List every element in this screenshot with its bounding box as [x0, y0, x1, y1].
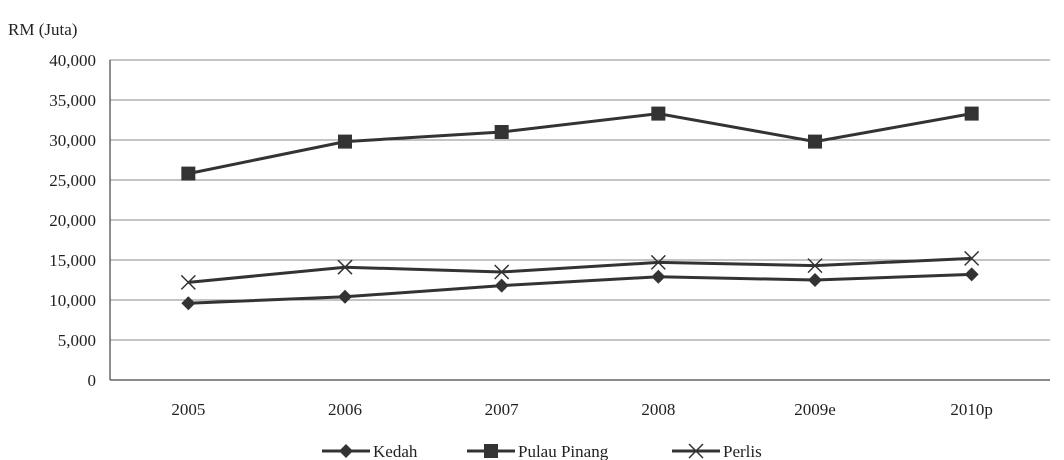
series-lines — [180, 106, 980, 311]
y-tick-label: 30,000 — [49, 131, 96, 150]
y-tick-label: 5,000 — [58, 331, 96, 350]
y-axis-title: RM (Juta) — [8, 20, 77, 39]
series-line-pulau-pinang — [188, 112, 972, 176]
grid-lines — [110, 59, 1050, 341]
series-line-kedah — [188, 272, 972, 305]
data-point-perlis — [964, 250, 980, 266]
legend-marker — [688, 443, 704, 459]
data-point-kedah — [651, 269, 666, 284]
series-line-perlis — [188, 256, 972, 284]
legend-item-pulau-pinang: Pulau Pinang — [467, 442, 609, 460]
legend-item-kedah: Kedah — [322, 442, 418, 460]
y-tick-label: 0 — [88, 371, 97, 390]
legend-marker — [484, 444, 498, 458]
legend: Kedah Pulau Pinang Perlis — [322, 442, 762, 460]
x-tick-label: 2008 — [641, 400, 675, 419]
legend-item-perlis: Perlis — [672, 442, 762, 460]
data-point-perlis — [650, 254, 666, 270]
data-point-pulau-pinang — [494, 125, 509, 139]
legend-label: Pulau Pinang — [518, 442, 609, 460]
data-point-perlis — [807, 258, 823, 274]
x-tick-label: 2010p — [950, 400, 993, 419]
legend-label: Perlis — [723, 442, 762, 460]
axes — [109, 60, 1050, 381]
y-tick-label: 15,000 — [49, 251, 96, 270]
data-point-pulau-pinang — [651, 106, 666, 121]
data-point-kedah — [964, 267, 979, 282]
data-point-perlis — [180, 274, 196, 290]
series-kedah — [181, 267, 979, 311]
data-point-perlis — [337, 259, 353, 275]
y-tick-label: 20,000 — [49, 211, 96, 230]
x-tick-labels: 2005 2006 2007 2008 2009e 2010p — [171, 400, 993, 419]
data-point-kedah — [808, 273, 822, 287]
y-tick-label: 35,000 — [49, 91, 96, 110]
series-perlis — [180, 250, 980, 290]
legend-label: Kedah — [373, 442, 418, 460]
data-point-kedah — [494, 278, 509, 293]
x-tick-label: 2009e — [794, 400, 836, 419]
data-point-perlis — [494, 264, 510, 280]
data-point-kedah — [338, 289, 352, 304]
data-point-pulau-pinang — [964, 106, 979, 121]
data-point-pulau-pinang — [338, 134, 352, 149]
y-tick-label: 40,000 — [49, 51, 96, 70]
legend-marker — [339, 444, 353, 458]
y-tick-label: 10,000 — [49, 291, 96, 310]
y-tick-label: 25,000 — [49, 171, 96, 190]
x-tick-label: 2005 — [171, 400, 205, 419]
data-point-pulau-pinang — [808, 134, 822, 149]
y-tick-labels: 0 5,000 10,000 15,000 20,000 25,000 30,000 35,0… — [49, 51, 96, 390]
x-tick-label: 2006 — [328, 400, 362, 419]
data-point-pulau-pinang — [181, 166, 196, 181]
x-tick-label: 2007 — [485, 400, 520, 419]
series-pulau-pinang — [181, 106, 979, 181]
data-point-kedah — [181, 296, 196, 311]
